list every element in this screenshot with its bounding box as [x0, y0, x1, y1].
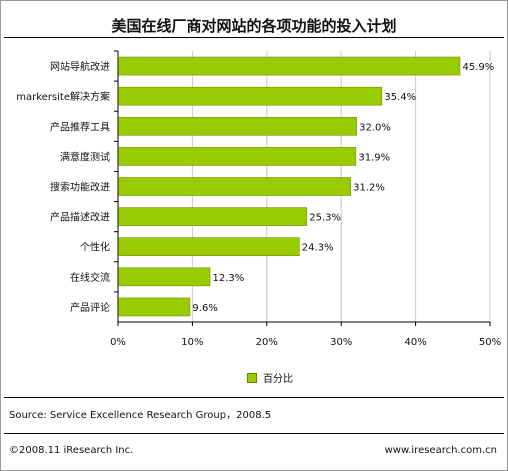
bar	[118, 147, 357, 166]
data-label: 32.0%	[359, 122, 391, 133]
category-label: markersite解决方案	[16, 90, 110, 103]
x-tick-label: 20%	[256, 337, 278, 348]
x-tick-label: 30%	[330, 337, 352, 348]
bar-chart: 0% 10% 20% 30% 40% 50% 网站导航改进 45.9% markersite解决…	[16, 50, 501, 348]
x-tick-label: 0%	[110, 337, 126, 348]
bar	[118, 86, 383, 106]
category-label: 产品评论	[70, 301, 110, 314]
legend-label: 百分比	[263, 374, 293, 385]
source-divider	[4, 397, 504, 398]
x-tick-label: 50%	[479, 337, 501, 348]
bar	[118, 297, 191, 317]
footer-divider	[4, 433, 504, 434]
source-note: Source: Service Excellence Research Grou…	[9, 410, 272, 421]
bar	[118, 237, 300, 257]
data-label: 31.9%	[358, 152, 390, 163]
website: www.iresearch.com.cn	[384, 445, 497, 456]
legend: 百分比	[247, 370, 293, 385]
category-label: 网站导航改进	[50, 60, 110, 73]
title-divider	[4, 37, 504, 38]
data-label: 12.3%	[213, 273, 245, 284]
copyright: ©2008.11 iResearch Inc.	[9, 445, 134, 456]
x-tick-label: 10%	[181, 337, 203, 348]
bar	[118, 267, 211, 287]
bar	[118, 116, 357, 136]
category-label: 满意度测试	[60, 150, 110, 163]
data-label: 9.6%	[192, 303, 217, 314]
category-label: 产品推荐工具	[50, 120, 110, 133]
data-label: 45.9%	[462, 62, 494, 73]
data-label: 35.4%	[384, 92, 416, 103]
legend-swatch	[247, 373, 257, 383]
chart-title: 美国在线厂商对网站的各项功能的投入计划	[111, 17, 397, 35]
category-label: 产品描述改进	[50, 211, 110, 224]
category-label: 在线交流	[70, 271, 110, 284]
bar	[118, 207, 308, 226]
data-label: 25.3%	[309, 213, 341, 224]
category-label: 搜索功能改进	[50, 181, 110, 194]
bar	[118, 177, 351, 196]
data-label: 31.2%	[353, 183, 385, 194]
x-tick-label: 40%	[404, 337, 426, 348]
category-label: 个性化	[80, 241, 110, 254]
bar	[118, 56, 461, 76]
data-label: 24.3%	[302, 243, 334, 254]
